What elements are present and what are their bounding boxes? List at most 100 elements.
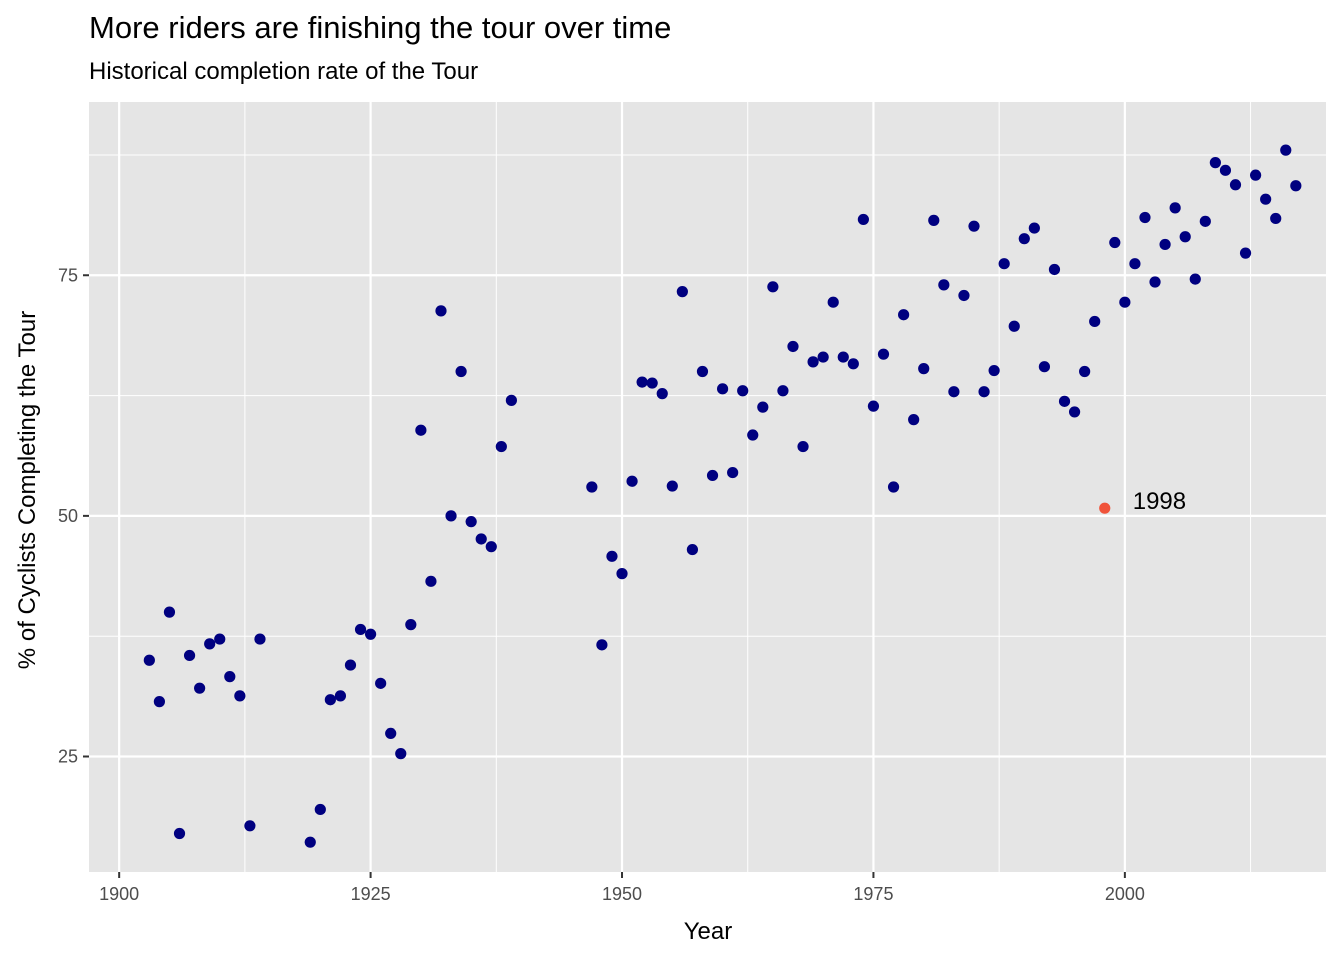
data-point (747, 429, 759, 441)
data-point (867, 400, 880, 412)
data-point (968, 220, 980, 232)
data-point (163, 606, 176, 618)
data-point (1038, 361, 1051, 373)
data-point (737, 385, 749, 397)
data-point (978, 386, 990, 398)
data-point (224, 671, 236, 683)
data-point (948, 386, 960, 398)
data-point (898, 309, 910, 321)
data-point (1239, 247, 1252, 259)
data-point (1159, 238, 1171, 251)
plot-panel (89, 102, 1326, 872)
data-point (435, 305, 447, 317)
data-point (586, 481, 598, 493)
data-point (928, 214, 940, 226)
data-point (425, 575, 437, 587)
data-point (505, 394, 517, 406)
data-point (415, 424, 427, 436)
data-point (475, 533, 487, 545)
highlight-label: 1998 (1133, 488, 1186, 515)
data-point (445, 510, 457, 522)
data-point (244, 820, 256, 832)
x-tick-label: 1975 (853, 884, 893, 904)
data-point (485, 541, 497, 553)
data-point (153, 696, 165, 708)
data-point (877, 348, 890, 360)
data-point (918, 363, 930, 375)
data-point (827, 296, 839, 308)
axis-ticks: 1900 1925 1950 1975 2000 25 50 75 (58, 265, 1145, 904)
data-point (1169, 202, 1181, 214)
data-point (1280, 144, 1292, 156)
data-point (324, 694, 336, 706)
data-points (143, 144, 1302, 848)
data-point (1058, 395, 1071, 407)
x-axis-title: Year (684, 918, 733, 945)
data-point (1028, 222, 1040, 234)
data-point (1260, 193, 1272, 205)
highlight-point (1099, 502, 1111, 514)
data-point (234, 690, 246, 702)
x-tick-label: 1900 (99, 884, 139, 904)
data-point (1209, 157, 1221, 169)
data-point (465, 516, 477, 528)
data-point (364, 628, 377, 640)
data-point (1129, 258, 1141, 270)
data-point (204, 638, 216, 650)
data-point (1079, 365, 1091, 378)
data-point (797, 440, 809, 453)
data-point (354, 623, 367, 636)
data-point (777, 385, 789, 397)
data-point (656, 388, 668, 400)
data-point (696, 365, 709, 378)
y-axis-title: % of Cyclists Completing the Tour (14, 311, 41, 669)
grid-major (89, 102, 1326, 872)
data-point (1008, 320, 1020, 332)
data-point (767, 281, 779, 293)
data-point (1048, 263, 1061, 276)
data-point (375, 677, 387, 689)
data-point (143, 654, 155, 666)
x-tick-label: 1950 (602, 884, 642, 904)
data-point (938, 279, 950, 291)
x-tick-label: 2000 (1105, 884, 1145, 904)
data-point (1139, 211, 1151, 224)
data-point (636, 376, 648, 388)
data-point (314, 803, 326, 816)
data-point (857, 213, 869, 226)
data-point (183, 649, 196, 662)
chart-title: More riders are finishing the tour over … (89, 10, 672, 45)
data-point (254, 633, 266, 645)
data-point (1089, 315, 1101, 328)
data-point (385, 727, 397, 740)
data-point (1149, 276, 1161, 288)
data-point (1290, 180, 1302, 192)
data-point (1068, 406, 1081, 418)
data-point (214, 633, 226, 645)
data-point (1179, 231, 1191, 243)
data-point (686, 543, 699, 556)
data-point (807, 356, 819, 368)
data-point (837, 351, 849, 363)
data-point (676, 286, 688, 298)
data-point (716, 383, 729, 395)
data-point (1189, 273, 1201, 285)
chart-subtitle: Historical completion rate of the Tour (89, 58, 479, 85)
data-point (405, 619, 417, 631)
x-tick-label: 1925 (351, 884, 391, 904)
data-point (626, 475, 638, 487)
data-point (334, 690, 347, 702)
data-point (1199, 215, 1211, 227)
data-point (616, 568, 628, 580)
data-point (1250, 169, 1262, 181)
data-point (1018, 233, 1030, 245)
data-point (958, 289, 970, 302)
data-point (908, 414, 920, 426)
highlight-group: 1998 (1099, 488, 1186, 515)
y-tick-label: 75 (58, 265, 78, 285)
data-point (1270, 212, 1282, 225)
data-point (1119, 296, 1131, 308)
data-point (666, 480, 678, 492)
data-point (998, 258, 1010, 270)
y-tick-label: 50 (58, 506, 78, 526)
